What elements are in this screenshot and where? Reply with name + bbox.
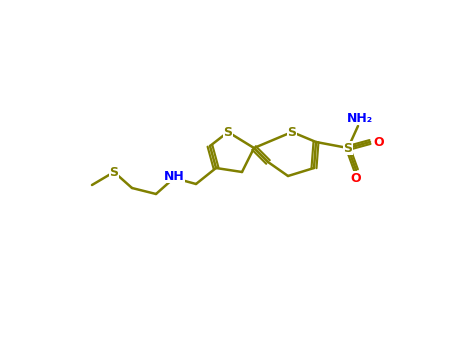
Text: NH: NH	[164, 169, 184, 182]
Text: O: O	[374, 135, 384, 148]
Text: S: S	[344, 141, 353, 154]
Text: S: S	[288, 126, 297, 139]
Text: S: S	[223, 126, 233, 139]
Text: S: S	[110, 166, 118, 178]
Text: NH₂: NH₂	[347, 112, 373, 125]
Text: O: O	[351, 172, 361, 184]
